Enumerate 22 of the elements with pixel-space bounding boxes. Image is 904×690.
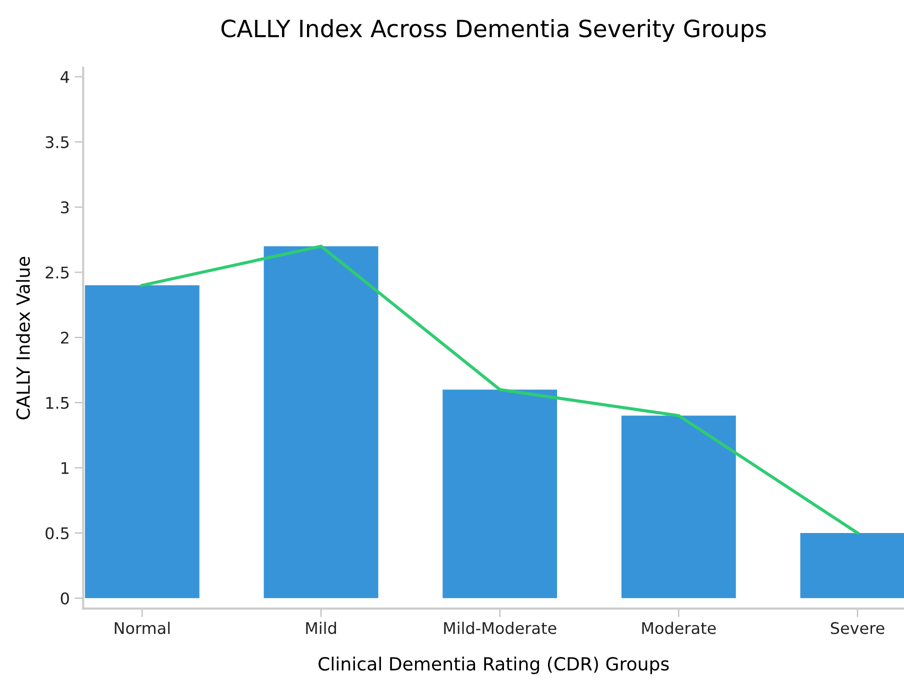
x-axis-title: Clinical Dementia Rating (CDR) Groups [318,656,669,674]
chart-title: CALLY Index Across Dementia Severity Groups [221,19,766,42]
x-tick-label: Mild-Moderate [444,622,556,634]
y-tick-label: 2 [60,332,68,344]
y-tick-label: 4 [60,71,70,83]
y-tick-label: 3 [61,201,69,214]
x-tick-label: Moderate [642,622,716,634]
y-tick-label: 1.5 [46,397,69,409]
bar [621,416,736,598]
bar [442,390,558,598]
bar [264,246,378,598]
x-tick-label: Mild [306,622,336,634]
y-tick-label: 1 [62,462,68,474]
x-tick-label: Severe [830,622,884,634]
y-tick-label: 3.5 [46,136,69,148]
y-tick-label: 2.5 [46,266,69,279]
y-axis-title: CALLY Index Value [16,256,30,420]
x-tick-label: Normal [114,622,170,634]
y-tick-label: 0.5 [46,527,69,540]
y-tick-label: 0 [60,592,69,604]
bar [84,285,200,598]
line-series [140,244,860,535]
